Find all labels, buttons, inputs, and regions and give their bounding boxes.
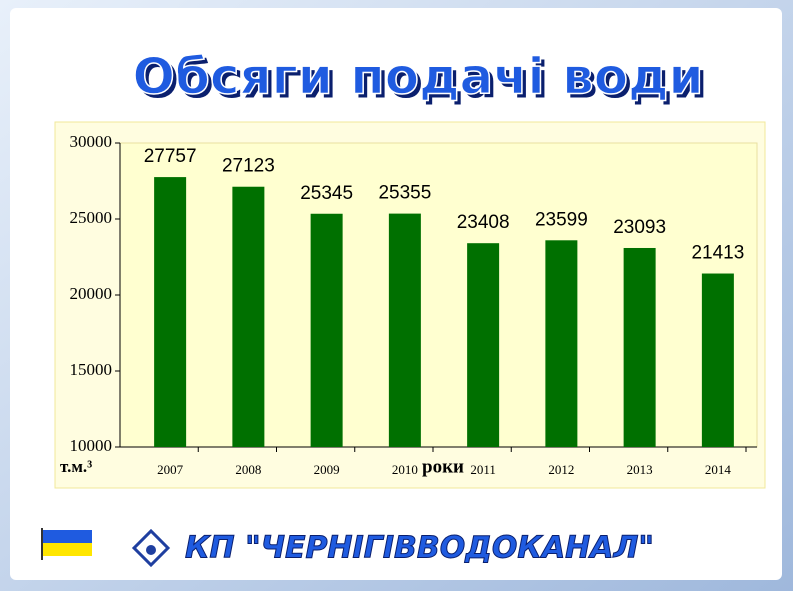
- value-label: 27123: [222, 156, 275, 177]
- value-label: 23599: [535, 209, 588, 230]
- plot-area: [119, 142, 758, 448]
- flag: [41, 528, 92, 560]
- y-tick-label: 10000: [70, 436, 113, 455]
- x-tick-label: 2012: [548, 462, 574, 477]
- bar: [467, 243, 500, 447]
- value-label: 25355: [378, 183, 431, 204]
- value-label: 23093: [613, 217, 666, 238]
- value-label: 21413: [691, 243, 744, 264]
- bar: [154, 177, 187, 447]
- value-label: 25345: [300, 183, 353, 204]
- x-tick-label: 2011: [470, 462, 496, 477]
- value-label: 27757: [144, 146, 197, 167]
- bar: [388, 213, 421, 447]
- bar: [623, 247, 656, 447]
- bar: [545, 240, 578, 447]
- y-axis-label: т.м.³: [60, 457, 92, 476]
- y-tick-label: 15000: [70, 360, 113, 379]
- bar: [310, 213, 343, 447]
- logo: [131, 528, 171, 568]
- footer-text: КП "ЧЕРНІГІВВОДОКАНАЛ": [185, 531, 654, 566]
- x-tick-label: 2009: [314, 462, 340, 477]
- chart-title: Обсяги подачі води: [132, 48, 703, 106]
- y-tick-label: 25000: [70, 208, 113, 227]
- y-tick-label: 20000: [70, 284, 113, 303]
- x-tick-label: 2013: [627, 462, 653, 477]
- x-tick-label: 2008: [235, 462, 261, 477]
- bar: [232, 186, 265, 447]
- x-axis-label: роки: [422, 456, 464, 477]
- y-tick-label: 30000: [70, 132, 113, 151]
- title-shadow: Обсяги подачі води: [136, 52, 707, 110]
- x-tick-label: 2010: [392, 462, 418, 477]
- x-tick-label: 2014: [705, 462, 732, 477]
- x-tick-label: 2007: [157, 462, 184, 477]
- value-label: 23408: [457, 212, 510, 233]
- bar: [701, 273, 734, 447]
